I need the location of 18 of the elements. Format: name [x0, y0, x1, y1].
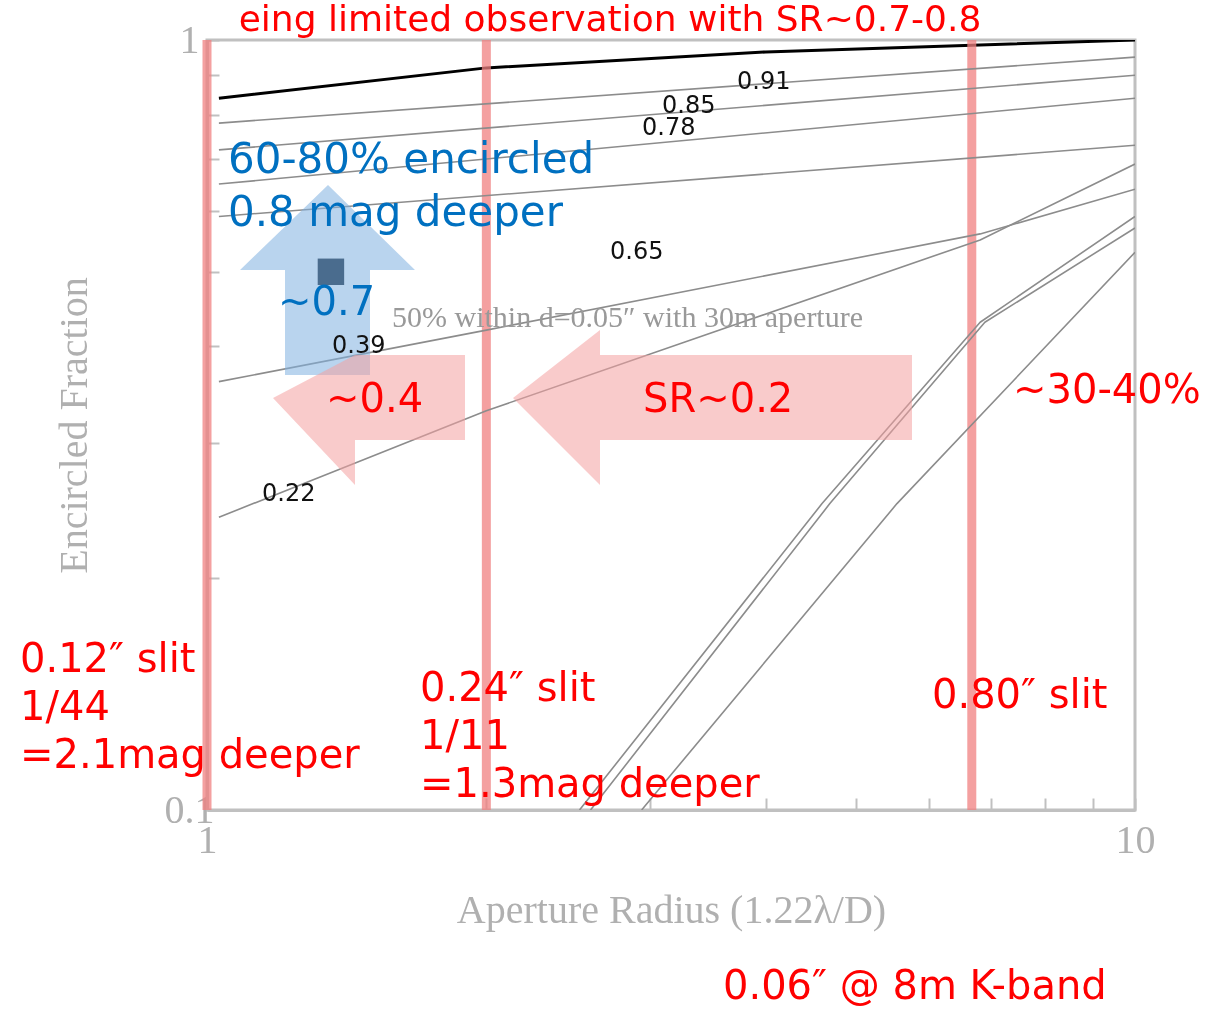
chart-title: eing limited observation with SR~0.7-0.8: [238, 0, 982, 39]
annotation: 0.22: [262, 478, 316, 508]
annotation: 60-80% encircled 0.8 mag deeper: [228, 133, 595, 238]
x-axis-title: Aperture Radius (1.22λ/D): [456, 886, 887, 932]
x-tick-label: 10: [1115, 816, 1156, 862]
annotation: 0.12″ slit 1/44 =2.1mag deeper: [20, 634, 360, 778]
annotation: 0.78: [642, 113, 696, 142]
annotation: 0.39: [332, 330, 386, 360]
annotation: 0.80″ slit: [932, 670, 1108, 718]
text: 0.06″ @ 8m K-band: [723, 961, 1107, 1010]
annotation: ~0.4: [326, 374, 424, 423]
annotation: 0.24″ slit 1/11 =1.3mag deeper: [420, 663, 760, 807]
annotation: SR~0.2: [643, 374, 794, 423]
annotation: ~0.7: [278, 277, 376, 326]
annotation: ~30-40%: [1013, 365, 1201, 414]
annotation: 0.65: [610, 236, 664, 266]
y-axis-title: Encircled Fraction: [50, 277, 96, 574]
annotation: 0.91: [737, 66, 791, 96]
